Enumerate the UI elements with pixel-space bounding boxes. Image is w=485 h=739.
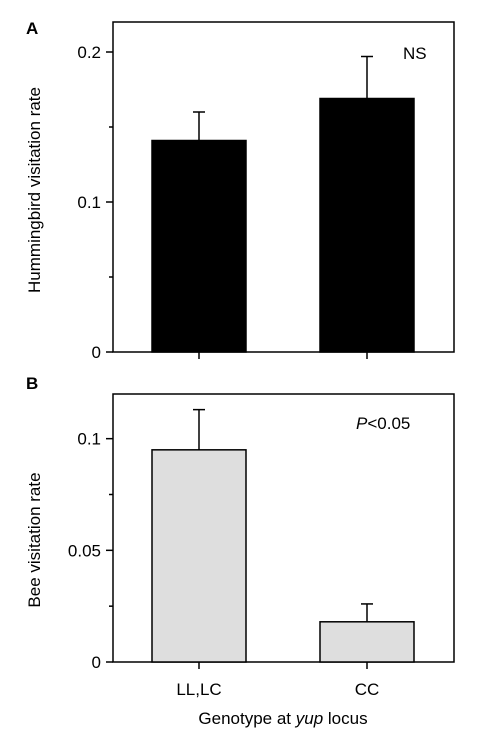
panel-a-bars xyxy=(151,55,415,353)
panel-b-y-tick-label: 0.05 xyxy=(68,541,101,560)
x-tick-label: CC xyxy=(355,680,380,699)
x-axis-title-suffix: locus xyxy=(323,709,367,728)
panel-a: A 0 0.1 0.2 NS Hummingbird visitation rate xyxy=(25,19,455,362)
panel-a-y-tick-label: 0.1 xyxy=(77,193,101,212)
panel-a-bar xyxy=(151,139,247,353)
panel-b-letter: B xyxy=(26,374,38,393)
panel-b-y-tick-label: 0.1 xyxy=(77,430,101,449)
panel-a-frame xyxy=(112,21,455,353)
panel-b-significance: P<0.05 xyxy=(356,414,410,433)
x-axis-title-prefix: Genotype at xyxy=(198,709,295,728)
panel-a-bar xyxy=(319,97,415,353)
p-threshold: <0.05 xyxy=(367,414,410,433)
panel-a-significance: NS xyxy=(403,44,427,63)
panel-b-y-axis: 0 0.05 0.1 xyxy=(68,430,113,672)
x-axis-title: Genotype at yup locus xyxy=(198,709,367,728)
panel-b-bar xyxy=(319,621,415,663)
panel-a-y-tick-label: 0 xyxy=(92,343,101,362)
p-symbol: P xyxy=(356,414,368,433)
panel-a-y-tick-label: 0.2 xyxy=(77,43,101,62)
x-axis-title-gene: yup xyxy=(295,709,323,728)
panel-b-x-ticks: LL,LC CC xyxy=(176,662,379,699)
panel-a-y-axis: 0 0.1 0.2 xyxy=(77,43,113,362)
panel-a-y-axis-title: Hummingbird visitation rate xyxy=(25,87,44,293)
panel-b-bars xyxy=(151,408,415,663)
panel-b-frame xyxy=(112,393,455,663)
panel-a-x-ticks xyxy=(198,352,368,359)
panel-b-bar xyxy=(151,449,247,663)
panel-b-y-axis-title: Bee visitation rate xyxy=(25,472,44,607)
panel-a-letter: A xyxy=(26,19,38,38)
panel-b-y-tick-label: 0 xyxy=(92,653,101,672)
x-tick-label: LL,LC xyxy=(176,680,221,699)
panel-b: B 0 0.05 0.1 LL,LC CC P<0.05 Bee visitation… xyxy=(25,374,455,728)
